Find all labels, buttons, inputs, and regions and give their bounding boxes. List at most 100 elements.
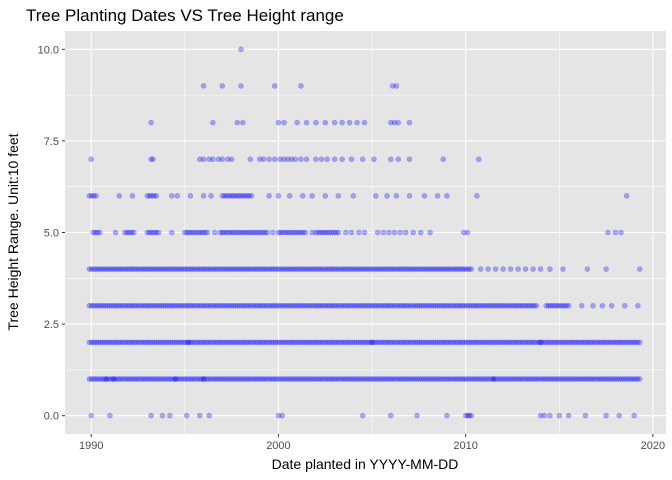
- data-point: [353, 302, 360, 309]
- data-point: [601, 376, 607, 382]
- data-point: [464, 412, 471, 419]
- data-point: [419, 339, 425, 346]
- data-point: [387, 156, 394, 163]
- data-point: [454, 302, 461, 309]
- data-point: [124, 339, 131, 346]
- data-point: [171, 339, 178, 346]
- data-point: [277, 229, 284, 236]
- data-point: [91, 339, 97, 346]
- data-point: [594, 376, 600, 382]
- data-point: [266, 193, 272, 199]
- data-point: [396, 302, 403, 309]
- data-point: [554, 302, 561, 309]
- data-point: [596, 339, 603, 346]
- data-point: [162, 339, 169, 346]
- data-point: [452, 266, 459, 272]
- data-point: [221, 229, 228, 236]
- data-point: [504, 376, 511, 382]
- data-point: [149, 193, 155, 199]
- data-point: [317, 229, 324, 236]
- data-point: [358, 339, 364, 346]
- data-point: [387, 266, 394, 272]
- data-point: [261, 302, 268, 309]
- data-point: [131, 266, 138, 272]
- data-point: [149, 266, 156, 272]
- data-point: [507, 266, 514, 272]
- data-point: [499, 376, 506, 382]
- data-point: [151, 376, 158, 382]
- data-point: [374, 266, 380, 272]
- data-point: [421, 302, 427, 309]
- data-point: [187, 266, 194, 272]
- data-point: [178, 302, 185, 309]
- data-point: [533, 339, 540, 346]
- data-point: [417, 229, 424, 236]
- data-point: [302, 229, 309, 236]
- data-point: [394, 376, 400, 382]
- data-point: [93, 302, 99, 309]
- data-point: [232, 229, 239, 236]
- data-point: [198, 302, 205, 309]
- data-point: [144, 266, 151, 272]
- data-point: [144, 302, 151, 309]
- data-point: [331, 376, 338, 382]
- data-point: [266, 156, 272, 163]
- data-point: [144, 339, 151, 346]
- data-point: [412, 302, 418, 309]
- data-point: [223, 193, 230, 199]
- data-point: [365, 266, 371, 272]
- data-point: [109, 376, 115, 382]
- data-point: [214, 376, 221, 382]
- data-point: [202, 229, 208, 236]
- data-point: [490, 376, 497, 382]
- data-point: [414, 266, 421, 272]
- data-point: [446, 376, 452, 382]
- data-point: [196, 376, 203, 382]
- data-point: [446, 266, 452, 272]
- data-point: [365, 302, 371, 309]
- data-point: [365, 376, 371, 382]
- data-point: [339, 119, 345, 126]
- data-point: [313, 266, 320, 272]
- data-point: [515, 302, 522, 309]
- data-point: [457, 376, 463, 382]
- data-point: [304, 266, 311, 272]
- data-point: [232, 302, 239, 309]
- data-point: [150, 156, 156, 163]
- data-point: [284, 302, 290, 309]
- data-point: [349, 376, 356, 382]
- data-point: [122, 376, 129, 382]
- data-point: [347, 302, 353, 309]
- data-point: [484, 339, 490, 346]
- data-point: [182, 229, 188, 236]
- data-point: [261, 266, 268, 272]
- data-point: [347, 339, 353, 346]
- data-point: [180, 302, 187, 309]
- data-point: [273, 339, 279, 346]
- data-point: [302, 302, 308, 309]
- data-point: [448, 339, 454, 346]
- data-point: [380, 266, 387, 272]
- data-point: [221, 339, 227, 346]
- data-point: [247, 156, 254, 163]
- data-point: [369, 339, 375, 346]
- data-point: [614, 376, 621, 382]
- data-point: [239, 229, 246, 236]
- data-point: [551, 376, 558, 382]
- data-point: [576, 339, 582, 346]
- data-point: [144, 229, 151, 236]
- data-point: [351, 376, 358, 382]
- data-point: [537, 339, 544, 346]
- data-point: [428, 376, 434, 382]
- data-point: [225, 302, 232, 309]
- data-point: [313, 302, 320, 309]
- data-point: [238, 46, 244, 53]
- data-point: [401, 376, 407, 382]
- data-point: [129, 376, 135, 382]
- data-point: [376, 302, 382, 309]
- data-point: [232, 266, 239, 272]
- data-point: [468, 412, 475, 419]
- x-tick-label: 2000: [266, 440, 290, 452]
- data-point: [185, 266, 191, 272]
- data-point: [261, 376, 268, 382]
